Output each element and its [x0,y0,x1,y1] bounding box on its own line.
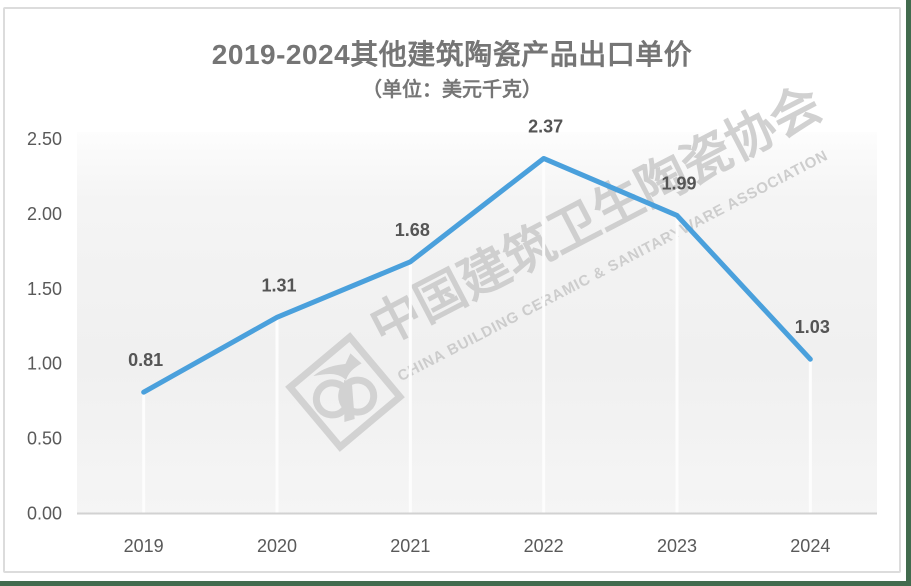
x-tick-label: 2022 [524,536,564,556]
y-tick-label: 0.50 [27,429,62,449]
page-edge-line-right [906,0,911,586]
plot-area-background [77,132,877,514]
y-tick-label: 2.50 [27,129,62,149]
x-tick-label: 2020 [257,536,297,556]
association-logo-icon [285,332,405,452]
page-edge-line-bottom [0,581,911,586]
y-tick-label: 1.00 [27,354,62,374]
value-label: 1.68 [395,220,430,240]
chart-subtitle: （单位：美元千克） [362,79,542,101]
y-tick-label: 0.00 [27,504,62,524]
y-tick-label: 1.50 [27,279,62,299]
chart-title: 2019-2024其他建筑陶瓷产品出口单价 [211,39,693,70]
series-line [141,155,813,395]
value-label: 1.31 [261,275,296,295]
value-label: 2.37 [528,116,563,136]
value-label: 0.81 [128,350,163,370]
x-tick-label: 2024 [790,536,830,556]
x-tick-label: 2023 [657,536,697,556]
y-tick-label: 2.00 [27,204,62,224]
x-tick-label: 2019 [124,536,164,556]
value-label: 1.99 [661,173,696,193]
x-tick-label: 2021 [390,536,430,556]
value-label: 1.03 [795,317,830,337]
